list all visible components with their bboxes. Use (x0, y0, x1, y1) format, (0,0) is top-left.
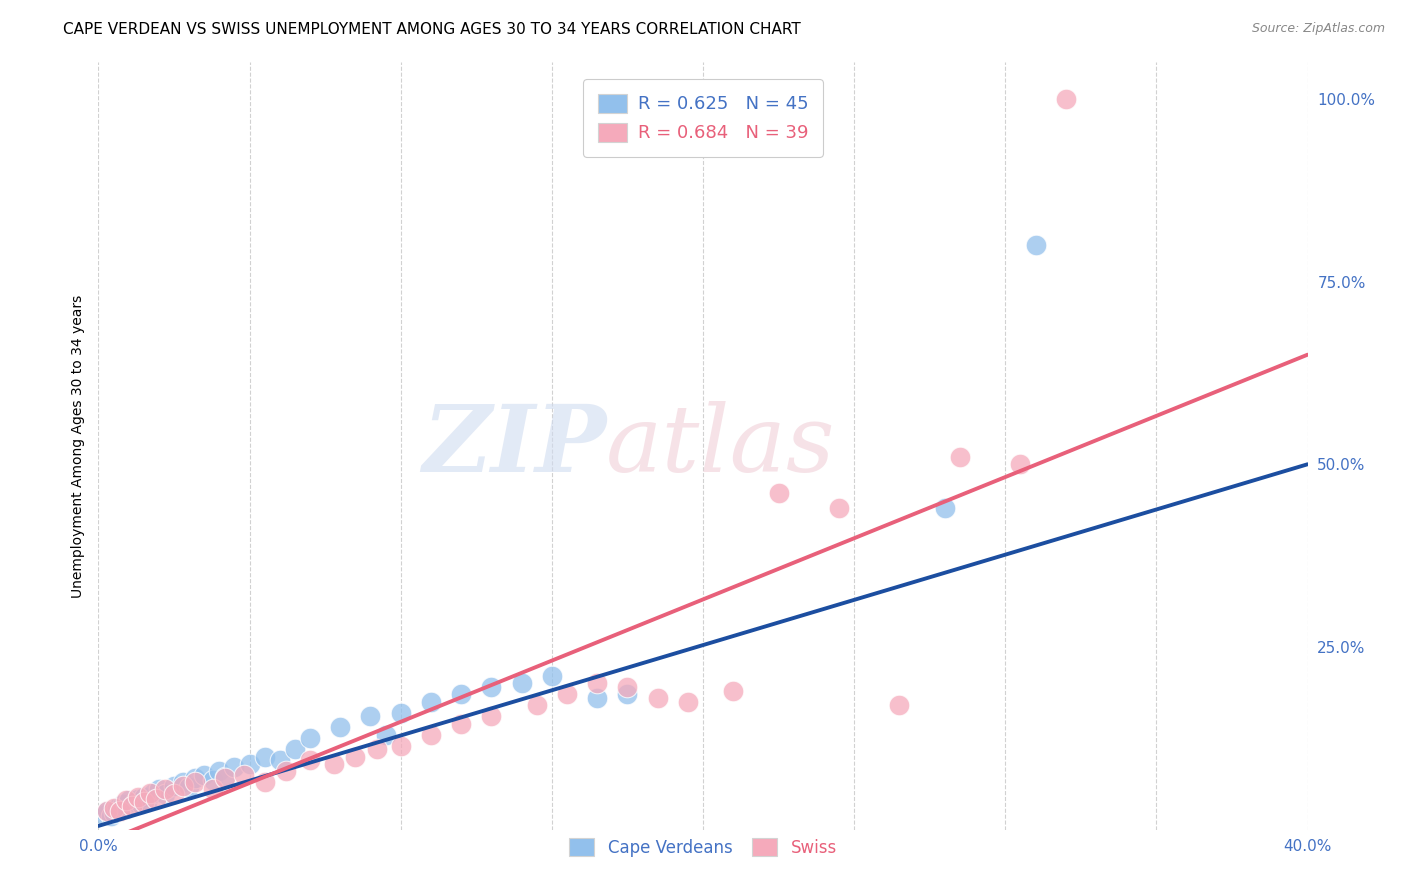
Point (111, 797, 134, 811)
Point (828, 501, 851, 516)
Point (344, 749, 367, 764)
Point (153, 782, 176, 797)
Point (239, 756, 262, 771)
Point (127, 792, 149, 806)
Point (274, 764, 297, 778)
Point (121, 799, 143, 814)
Point (118, 793, 141, 807)
Point (184, 775, 207, 789)
Point (108, 805, 131, 819)
Point (481, 709, 503, 723)
Point (179, 780, 201, 794)
Point (108, 805, 131, 819)
Point (100, 809, 122, 823)
Point (114, 793, 136, 807)
Point (526, 698, 548, 713)
Point (1024, 238, 1046, 252)
Point (103, 806, 125, 821)
Point (208, 764, 231, 778)
Y-axis label: Unemployment Among Ages 30 to 34 years: Unemployment Among Ages 30 to 34 years (70, 294, 84, 598)
Point (949, 450, 972, 464)
Point (124, 795, 146, 809)
Point (420, 728, 443, 742)
Point (616, 687, 638, 701)
Text: Source: ZipAtlas.com: Source: ZipAtlas.com (1251, 22, 1385, 36)
Point (232, 768, 254, 782)
Point (269, 753, 291, 767)
Point (103, 800, 125, 814)
Point (172, 775, 194, 789)
Text: CAPE VERDEAN VS SWISS UNEMPLOYMENT AMONG AGES 30 TO 34 YEARS CORRELATION CHART: CAPE VERDEAN VS SWISS UNEMPLOYMENT AMONG… (63, 22, 801, 37)
Point (96, 805, 118, 819)
Point (193, 768, 215, 782)
Point (299, 753, 322, 767)
Point (555, 687, 578, 701)
Point (93, 808, 115, 822)
Point (420, 695, 443, 709)
Point (676, 695, 699, 709)
Point (163, 788, 186, 802)
Point (214, 772, 236, 786)
Point (323, 756, 346, 771)
Point (360, 709, 382, 723)
Point (253, 749, 276, 764)
Point (647, 691, 669, 706)
Point (374, 728, 396, 742)
Point (934, 501, 956, 516)
Point (723, 683, 745, 698)
Point (129, 797, 152, 811)
Point (172, 779, 194, 793)
Point (153, 788, 176, 802)
Point (184, 772, 207, 786)
Point (145, 792, 167, 806)
Point (299, 731, 322, 746)
Point (139, 786, 162, 800)
Point (135, 795, 157, 809)
Point (202, 772, 225, 787)
Point (96, 805, 118, 819)
Point (121, 799, 143, 814)
Point (586, 676, 609, 690)
Point (768, 486, 790, 500)
Point (202, 782, 225, 797)
Point (284, 742, 307, 756)
Point (1010, 457, 1032, 471)
Point (132, 795, 155, 809)
Text: ZIP: ZIP (422, 401, 606, 491)
Point (366, 742, 388, 756)
Point (142, 786, 165, 800)
Point (114, 802, 136, 816)
Point (450, 716, 472, 731)
Point (1054, 92, 1077, 106)
Point (540, 669, 562, 683)
Point (127, 789, 149, 804)
Point (132, 789, 155, 804)
Point (214, 770, 236, 784)
Point (889, 698, 911, 713)
Point (105, 800, 128, 814)
Text: atlas: atlas (606, 401, 835, 491)
Point (481, 680, 503, 694)
Point (510, 676, 533, 690)
Point (616, 680, 638, 694)
Point (389, 739, 412, 753)
Point (224, 760, 246, 774)
Point (450, 687, 472, 701)
Point (253, 775, 276, 789)
Point (586, 691, 609, 706)
Point (148, 782, 170, 797)
Point (163, 779, 186, 793)
Point (389, 706, 412, 720)
Legend: Cape Verdeans, Swiss: Cape Verdeans, Swiss (562, 831, 844, 863)
Point (329, 720, 352, 734)
